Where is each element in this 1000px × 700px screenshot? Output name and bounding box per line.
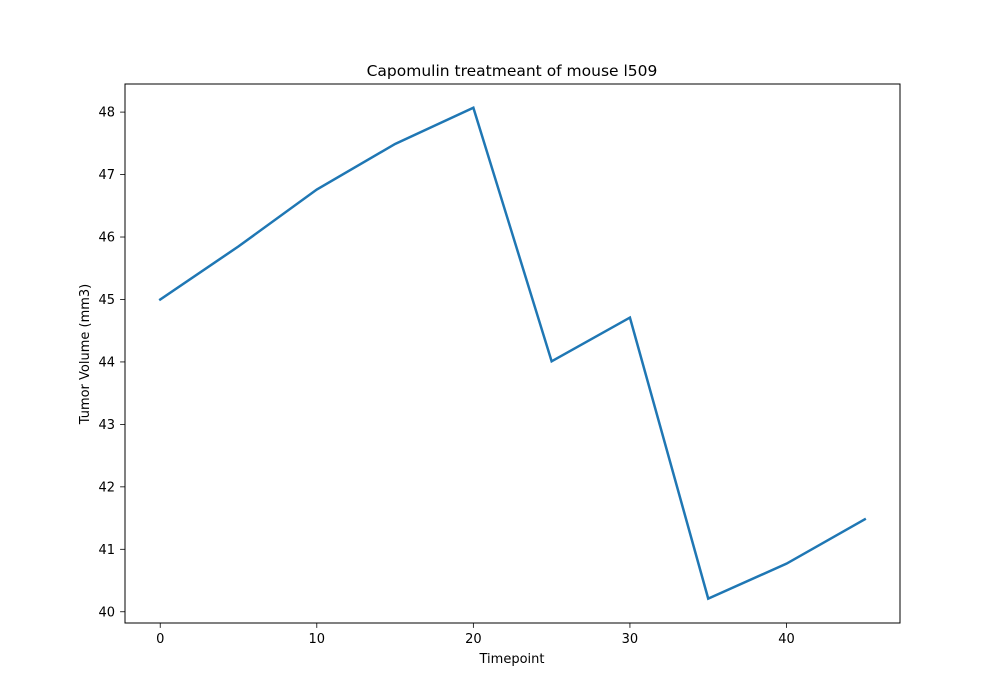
x-tick-label: 20 xyxy=(465,632,482,647)
y-tick-label: 45 xyxy=(98,293,115,308)
series-layer xyxy=(158,105,867,601)
y-tick-label: 47 xyxy=(98,168,115,183)
y-tick-label: 48 xyxy=(98,106,115,121)
series-line xyxy=(158,105,867,601)
x-axis-label: Timepoint xyxy=(479,652,545,667)
y-tick-label: 43 xyxy=(98,418,115,433)
x-tick-label: 30 xyxy=(622,632,639,647)
y-axis-ticks: 40 41 42 43 44 45 46 47 48 xyxy=(98,106,125,620)
y-axis-label: Tumor Volume (mm3) xyxy=(78,284,93,426)
x-tick-label: 40 xyxy=(778,632,795,647)
plot-area-frame xyxy=(124,83,901,624)
x-tick-label: 0 xyxy=(156,632,164,647)
x-tick-label: 10 xyxy=(309,632,326,647)
y-tick-label: 46 xyxy=(98,231,115,246)
y-tick-label: 42 xyxy=(98,480,115,495)
y-tick-label: 40 xyxy=(98,605,115,620)
x-axis-ticks: 0 10 20 30 40 xyxy=(156,623,795,647)
y-tick-label: 41 xyxy=(98,543,115,558)
chart-title: Capomulin treatmeant of mouse l509 xyxy=(367,62,658,80)
y-tick-label: 44 xyxy=(98,355,115,370)
